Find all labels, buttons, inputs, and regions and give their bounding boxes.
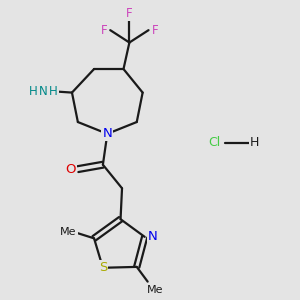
Text: H: H [49, 85, 58, 98]
Text: Me: Me [147, 285, 163, 296]
Text: N: N [102, 127, 112, 140]
Text: F: F [100, 24, 107, 37]
Text: S: S [99, 261, 107, 274]
Text: H: H [28, 85, 37, 98]
Text: O: O [65, 163, 76, 176]
Text: N: N [39, 85, 48, 98]
Text: F: F [126, 8, 133, 20]
Text: Cl: Cl [209, 136, 221, 149]
Text: Me: Me [60, 226, 77, 237]
Text: N: N [148, 230, 158, 243]
Text: H: H [250, 136, 259, 149]
Text: F: F [152, 24, 158, 37]
